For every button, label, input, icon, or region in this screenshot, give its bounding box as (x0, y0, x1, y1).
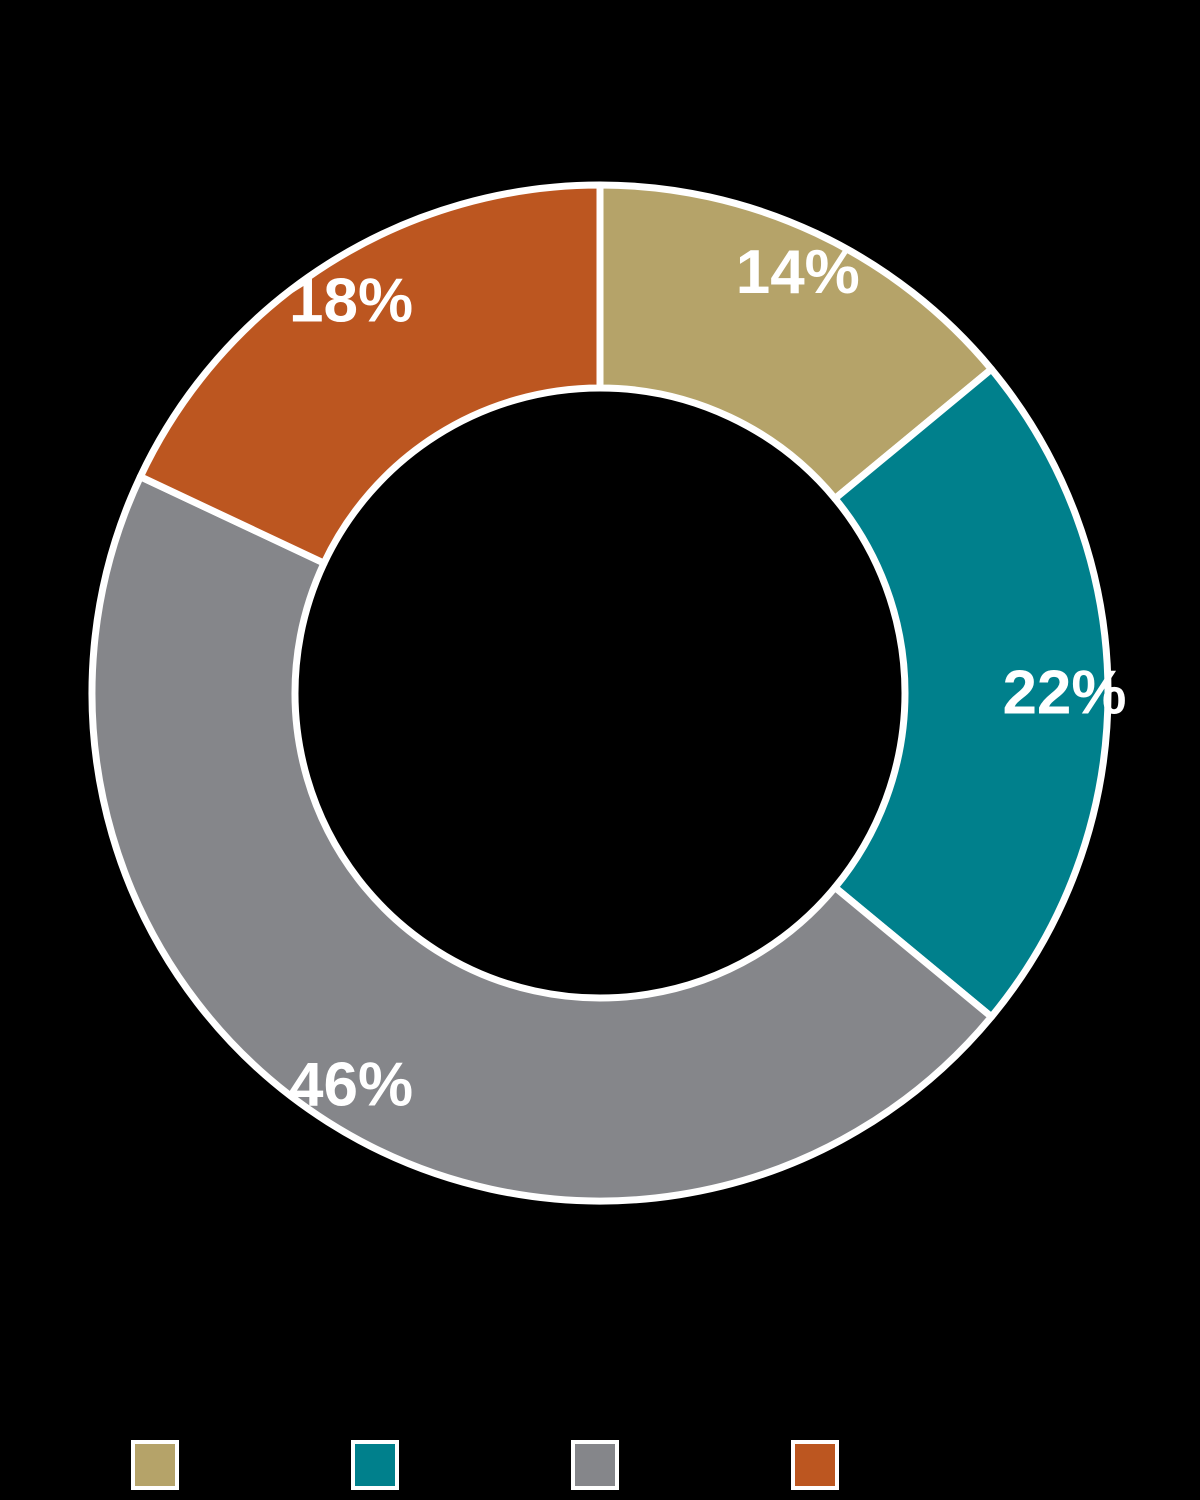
legend-color-swatch (135, 1444, 175, 1486)
legend-color-swatch (795, 1444, 835, 1486)
donut-slice[interactable] (831, 365, 1112, 1021)
legend-swatch-border (351, 1440, 399, 1490)
donut-chart-area: 14% 22% 46% 18% (88, 181, 1127, 1205)
legend-item[interactable] (351, 1440, 399, 1490)
donut-slice-percentage-label: 14% (736, 238, 860, 307)
chart-legend (0, 1430, 1200, 1500)
donut-slice-percentage-label: 46% (289, 1051, 413, 1120)
legend-item[interactable] (571, 1440, 619, 1490)
donut-slices-group (88, 181, 1112, 1205)
donut-chart-svg: 14% 22% 46% 18% (88, 181, 1127, 1205)
donut-slice[interactable] (596, 181, 995, 503)
legend-color-swatch (575, 1444, 615, 1486)
legend-swatch-border (791, 1440, 839, 1490)
donut-slice-labels-group: 14% 22% 46% 18% (289, 238, 1126, 1119)
legend-color-swatch (355, 1444, 395, 1486)
legend-item[interactable] (131, 1440, 179, 1490)
donut-slice-percentage-label: 18% (289, 266, 413, 335)
donut-slice[interactable] (136, 181, 604, 567)
legend-swatch-border (131, 1440, 179, 1490)
donut-slice-percentage-label: 22% (1002, 659, 1126, 728)
legend-swatch-border (571, 1440, 619, 1490)
legend-item[interactable] (791, 1440, 839, 1490)
donut-slice[interactable] (88, 473, 995, 1205)
